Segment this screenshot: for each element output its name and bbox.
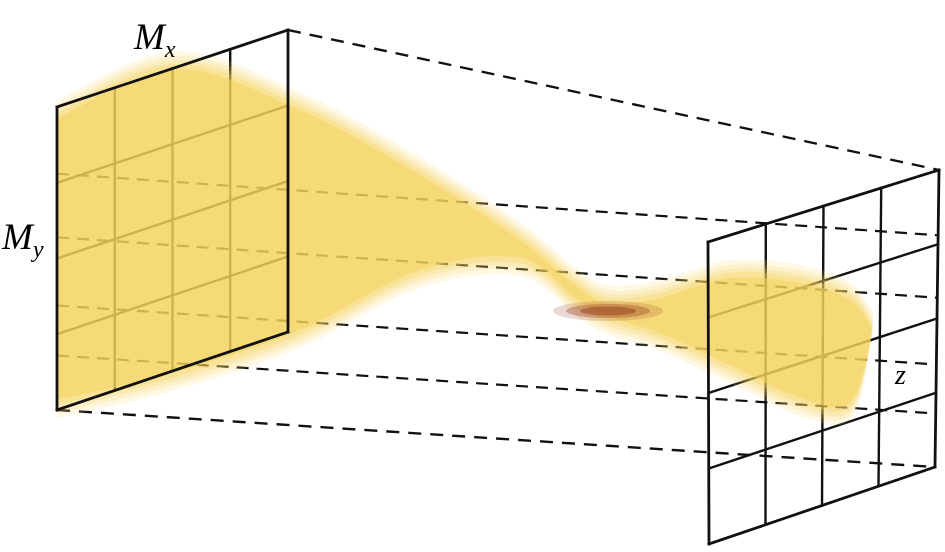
svg-text:z: z: [894, 360, 906, 391]
